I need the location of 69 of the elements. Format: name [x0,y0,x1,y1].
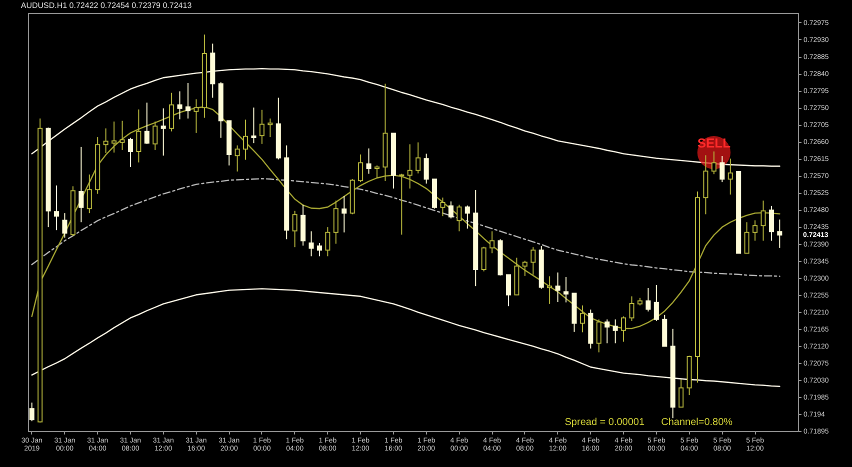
candlestick [342,196,347,233]
candlestick [728,158,733,196]
candlestick [177,90,182,120]
candlestick [744,222,750,254]
candlestick [604,318,610,344]
line-series [31,178,780,277]
candlestick [416,142,421,174]
candlestick [752,220,758,242]
candlestick [358,154,364,183]
candlestick [711,150,716,175]
candlestick [194,98,199,134]
candlestick [564,276,569,303]
candlestick [308,230,314,257]
candlestick [612,318,618,344]
candlestick [160,108,166,156]
candlestick [580,304,585,333]
candlestick [374,164,380,178]
candlestick [128,137,133,168]
candlestick [481,246,486,272]
line-series [31,288,780,388]
candlestick [530,246,536,276]
candlestick [112,121,117,154]
candlestick [333,200,338,244]
candlestick [424,153,429,184]
candlestick [646,288,651,312]
candlestick [185,82,191,120]
candlestick [777,219,782,248]
candlestick [86,174,92,214]
candlestick [440,197,446,217]
candlestick [62,212,68,238]
candlestick [169,92,174,132]
candlestick [654,284,659,322]
candlestick [760,200,766,242]
candlestick [547,276,552,304]
candlestick [768,205,774,242]
candlestick [78,146,84,223]
candlestick [464,205,470,230]
candlestick [292,210,298,248]
candlestick [268,118,273,138]
candlestick [152,121,158,150]
candlestick [399,173,404,236]
annotation: Spread = 0.00001 [564,417,645,428]
candlestick [522,260,528,276]
candlestick [243,119,248,160]
candlestick [366,148,372,174]
candlestick [103,128,108,154]
candlestick [144,102,150,144]
candlestick [506,274,512,307]
chart-title: AUDUSD.H1 0.72422 0.72454 0.72379 0.72413 [20,1,192,10]
candlestick [234,144,240,172]
candlestick [555,272,560,303]
candlestick [259,109,264,144]
candlestick [621,316,626,342]
annotation: Channel=0.80% [661,417,733,428]
candlestick [316,242,322,257]
candlestick [120,120,125,150]
candlestick [136,108,142,163]
candlestick [629,296,634,322]
candlestick [54,184,60,231]
candlestick [325,226,330,257]
candlestick [407,144,412,190]
candlestick [448,200,454,219]
candlestick [720,155,725,183]
candlestick [490,230,495,254]
candlestick [251,107,256,144]
candlestick [678,379,684,408]
candlestick [456,204,462,232]
candlestick [596,318,602,353]
candlestick [29,402,34,422]
